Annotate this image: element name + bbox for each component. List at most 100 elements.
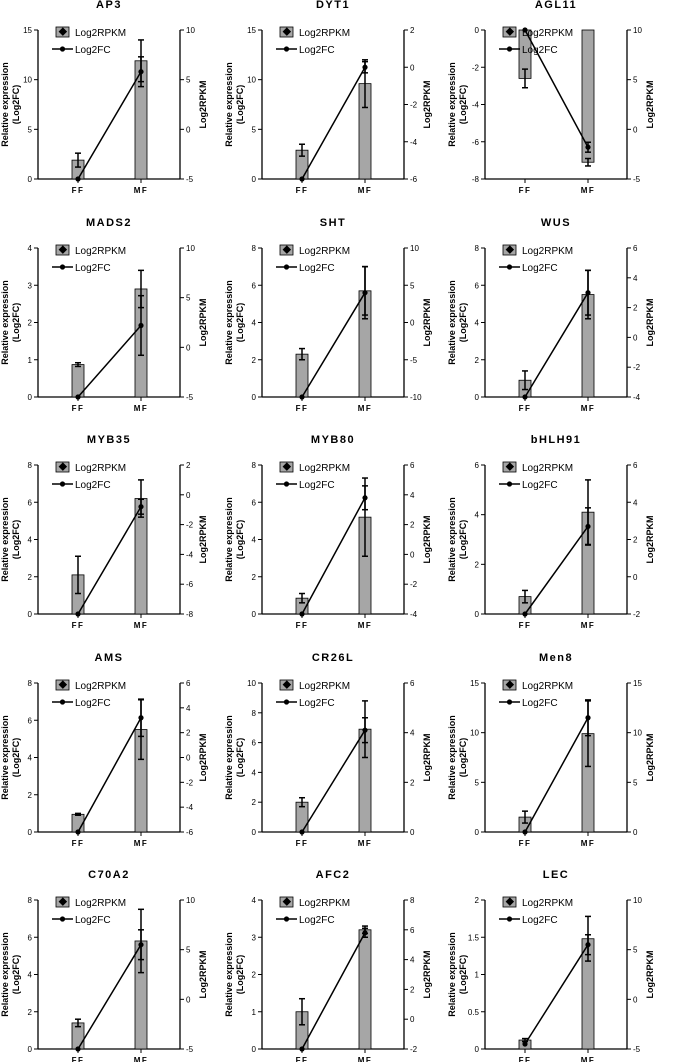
x-tick-label: MF — [581, 404, 596, 413]
left-tick-label: 0 — [475, 26, 480, 35]
right-tick-label: -2 — [633, 363, 641, 372]
left-tick-label: 8 — [475, 244, 480, 253]
left-tick-label: -4 — [472, 101, 480, 110]
legend-label-line: Log2FC — [299, 698, 335, 709]
legend-label-line: Log2FC — [75, 480, 111, 491]
legend-diamond-marker — [282, 897, 292, 906]
left-tick-label: 6 — [252, 498, 257, 507]
left-axis-label: Relative expression(Log2FC) — [447, 280, 468, 365]
x-tick-label: FF — [296, 839, 309, 848]
left-tick-label: 2 — [475, 896, 480, 905]
right-tick-label: -4 — [186, 550, 194, 559]
left-axis-label: Relative expression(Log2FC) — [224, 932, 245, 1017]
right-tick-label: 2 — [410, 26, 415, 35]
left-tick-label: -8 — [472, 175, 480, 184]
left-axis-label-line2: (Log2FC) — [458, 738, 468, 778]
legend-label-line: Log2FC — [299, 45, 335, 56]
left-tick-label: 1 — [28, 356, 33, 365]
legend-label-line: Log2FC — [522, 698, 558, 709]
legend-label-line: Log2FC — [75, 263, 111, 274]
right-axis-label: Log2RPKM — [645, 951, 655, 999]
right-tick-label: 0 — [186, 491, 191, 500]
line-point — [362, 64, 368, 70]
left-tick-label: 0 — [252, 610, 257, 619]
line-log2fc — [524, 29, 589, 148]
right-tick-label: 10 — [410, 244, 419, 253]
x-tick-label: FF — [519, 186, 532, 195]
left-tick-label: 8 — [252, 244, 257, 253]
right-tick-label: -4 — [410, 138, 418, 147]
right-axis-label: Log2RPKM — [422, 81, 432, 129]
legend-diamond-marker — [58, 897, 68, 906]
line-point — [585, 290, 591, 296]
chart-dyt1: DYT1 0 5 10 15 -6 -4 -2 0 2 FF MF Relative expressio… — [224, 0, 432, 195]
left-axis-label: Relative expression(Log2FC) — [0, 715, 21, 800]
left-axis-label-line2: (Log2FC) — [11, 738, 21, 778]
left-tick-label: 8 — [28, 896, 33, 905]
right-axis-label: Log2RPKM — [422, 299, 432, 347]
right-axis-label: Log2RPKM — [198, 734, 208, 782]
chart-mads2: MADS2 0 1 2 3 4 -5 0 5 10 FF MF Relative expression(… — [0, 217, 208, 413]
legend-diamond-marker — [505, 680, 515, 689]
chart-title: Men8 — [539, 652, 573, 664]
line-point — [138, 322, 144, 329]
line-point — [585, 942, 591, 948]
line-log2fc — [301, 292, 366, 398]
right-tick-label: -5 — [186, 393, 194, 402]
right-tick-label: 0 — [633, 573, 638, 582]
right-tick-label: 0 — [186, 995, 191, 1004]
chart-title: AMS — [95, 652, 124, 664]
right-tick-label: 2 — [410, 521, 415, 530]
left-axis-label: Relative expression(Log2FC) — [224, 715, 245, 800]
left-tick-label: 4 — [475, 511, 480, 520]
chart-wus: WUS 0 2 4 6 8 -4 -2 0 2 4 6 FF MF Relative expression(… — [447, 217, 655, 413]
right-tick-label: 10 — [633, 896, 642, 905]
line-point — [522, 1041, 528, 1047]
line-point — [362, 290, 368, 296]
left-axis-label: Relative expression(Log2FC) — [447, 715, 468, 800]
chart-cr26l: CR26L 0 2 4 6 8 10 0 2 4 6 FF MF Relative expression(… — [224, 652, 432, 848]
legend-diamond-marker — [282, 680, 292, 689]
right-tick-label: -6 — [186, 828, 194, 837]
legend-diamond-marker — [58, 680, 68, 689]
line-log2fc — [524, 292, 589, 398]
right-tick-label: 5 — [186, 76, 191, 85]
x-tick-label: FF — [296, 1056, 309, 1062]
left-axis-label-line1: Relative expression — [447, 62, 457, 147]
left-axis-label: Relative expression(Log2FC) — [447, 932, 468, 1017]
left-axis-label-line2: (Log2FC) — [235, 520, 245, 560]
right-tick-label: 8 — [410, 896, 415, 905]
chart-agl11: AGL11 -8 -6 -4 -2 0 -5 0 5 10 FF MF Relative express… — [447, 0, 655, 195]
legend-line-marker — [59, 46, 66, 52]
right-axis-label: Log2RPKM — [645, 81, 655, 129]
legend-line-marker — [283, 481, 290, 487]
right-tick-label: 0 — [633, 995, 638, 1004]
left-tick-label: 15 — [470, 679, 479, 688]
legend-label-bar: Log2RPKM — [522, 246, 573, 257]
legend-line-marker — [506, 481, 513, 487]
line-point — [522, 394, 528, 400]
right-tick-label: 2 — [186, 461, 191, 470]
right-tick-label: -2 — [186, 778, 194, 787]
left-tick-label: 6 — [28, 933, 33, 942]
left-tick-label: 6 — [28, 498, 33, 507]
left-tick-label: 5 — [28, 125, 33, 134]
left-tick-label: 4 — [28, 536, 33, 545]
x-tick-label: FF — [296, 186, 309, 195]
left-tick-label: 1 — [475, 971, 480, 980]
left-axis-label-line2: (Log2FC) — [458, 303, 468, 343]
line-point — [585, 523, 591, 530]
chart-title: MYB80 — [311, 434, 355, 446]
left-axis-label: Relative expression(Log2FC) — [224, 497, 245, 582]
left-tick-label: 2 — [252, 356, 257, 365]
left-axis-label-line2: (Log2FC) — [458, 520, 468, 560]
left-axis-label-line2: (Log2FC) — [235, 303, 245, 343]
right-tick-label: -4 — [186, 803, 194, 812]
right-tick-label: 0 — [410, 1015, 415, 1024]
right-tick-label: -8 — [186, 610, 194, 619]
left-tick-label: 10 — [247, 76, 256, 85]
chart-title: CR26L — [312, 652, 354, 664]
left-axis-label: Relative expression(Log2FC) — [447, 62, 468, 147]
right-tick-label: 2 — [186, 729, 191, 738]
right-axis-label: Log2RPKM — [198, 516, 208, 564]
